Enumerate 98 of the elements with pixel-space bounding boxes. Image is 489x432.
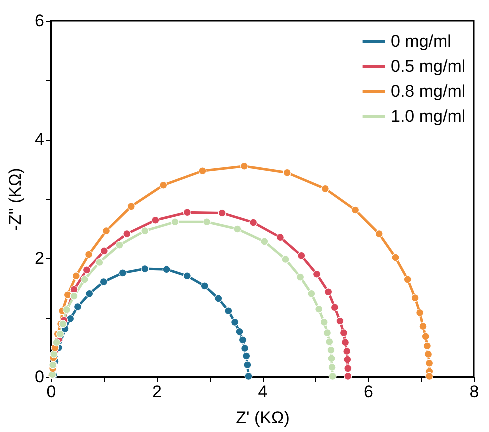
point [250,218,258,227]
legend-label: 1.0 mg/ml [391,107,466,126]
point [324,329,332,338]
point [62,306,71,314]
point [336,317,344,326]
point [282,256,290,264]
y-tick-label: 6 [35,12,44,30]
point [426,372,434,380]
point [236,328,244,336]
point [96,258,104,266]
point [74,302,82,311]
point [224,307,233,316]
point [312,270,321,278]
point [230,318,240,326]
point [152,216,160,224]
x-tick-label: 0 [46,382,56,402]
point [330,304,339,312]
point [324,288,333,296]
point [260,238,269,246]
legend-label: 0 mg/ml [391,32,452,51]
point [375,230,384,238]
point [85,250,94,259]
point [102,227,111,236]
point [411,294,420,302]
legend-label: 0.8 mg/ml [391,82,466,101]
point [123,230,132,238]
point [70,292,78,300]
point [283,168,292,177]
point [183,272,192,280]
point [328,364,336,372]
point [198,167,207,176]
point [52,338,61,347]
point [419,322,428,331]
point [320,318,328,326]
x-tick-label: 8 [470,382,480,402]
point [326,338,334,346]
point [328,354,336,363]
point [202,218,211,226]
x-tick-label: 2 [152,382,162,402]
point [344,364,352,373]
x-axis-title: Z' (KΩ) [236,408,290,428]
point [240,162,249,170]
point [340,329,348,338]
point [86,290,94,298]
point [424,350,433,358]
x-tick-label: 6 [364,382,374,402]
point [242,352,251,360]
point [426,359,434,368]
point [100,247,108,256]
point [214,294,223,303]
point [80,276,89,284]
point [423,342,432,350]
point [276,234,284,242]
point [72,272,80,280]
point [82,266,91,274]
point [422,332,430,341]
point [321,184,330,193]
point [296,273,305,282]
point [416,308,424,317]
point [342,338,350,347]
point [234,225,242,234]
point [162,266,171,274]
point [298,252,306,260]
point [160,181,168,190]
y-tick-label: 2 [35,248,44,268]
point [127,202,136,211]
point [241,344,250,353]
point [116,241,124,250]
point [141,227,150,236]
x-tick-label: 4 [258,382,268,402]
point [308,290,316,298]
point [118,269,127,278]
y-axis-title: -Z'' (KΩ) [6,168,26,231]
point [344,356,352,364]
point [70,286,78,294]
point [344,372,352,380]
y-tick-label: 0 [35,368,44,386]
point [328,372,337,380]
point [183,208,192,217]
point [244,372,253,380]
point [64,291,72,300]
point [238,336,247,344]
point [56,330,65,338]
point [327,346,336,354]
point [244,361,252,370]
point [200,282,209,290]
point [100,278,108,286]
point [404,276,412,284]
point [343,347,352,356]
point [171,218,180,226]
point [392,254,400,262]
point [218,209,226,218]
point [66,314,75,323]
point [315,305,324,314]
legend-label: 0.5 mg/ml [391,57,466,76]
point [141,265,150,274]
point [352,206,360,214]
y-tick-label: 4 [35,130,44,150]
